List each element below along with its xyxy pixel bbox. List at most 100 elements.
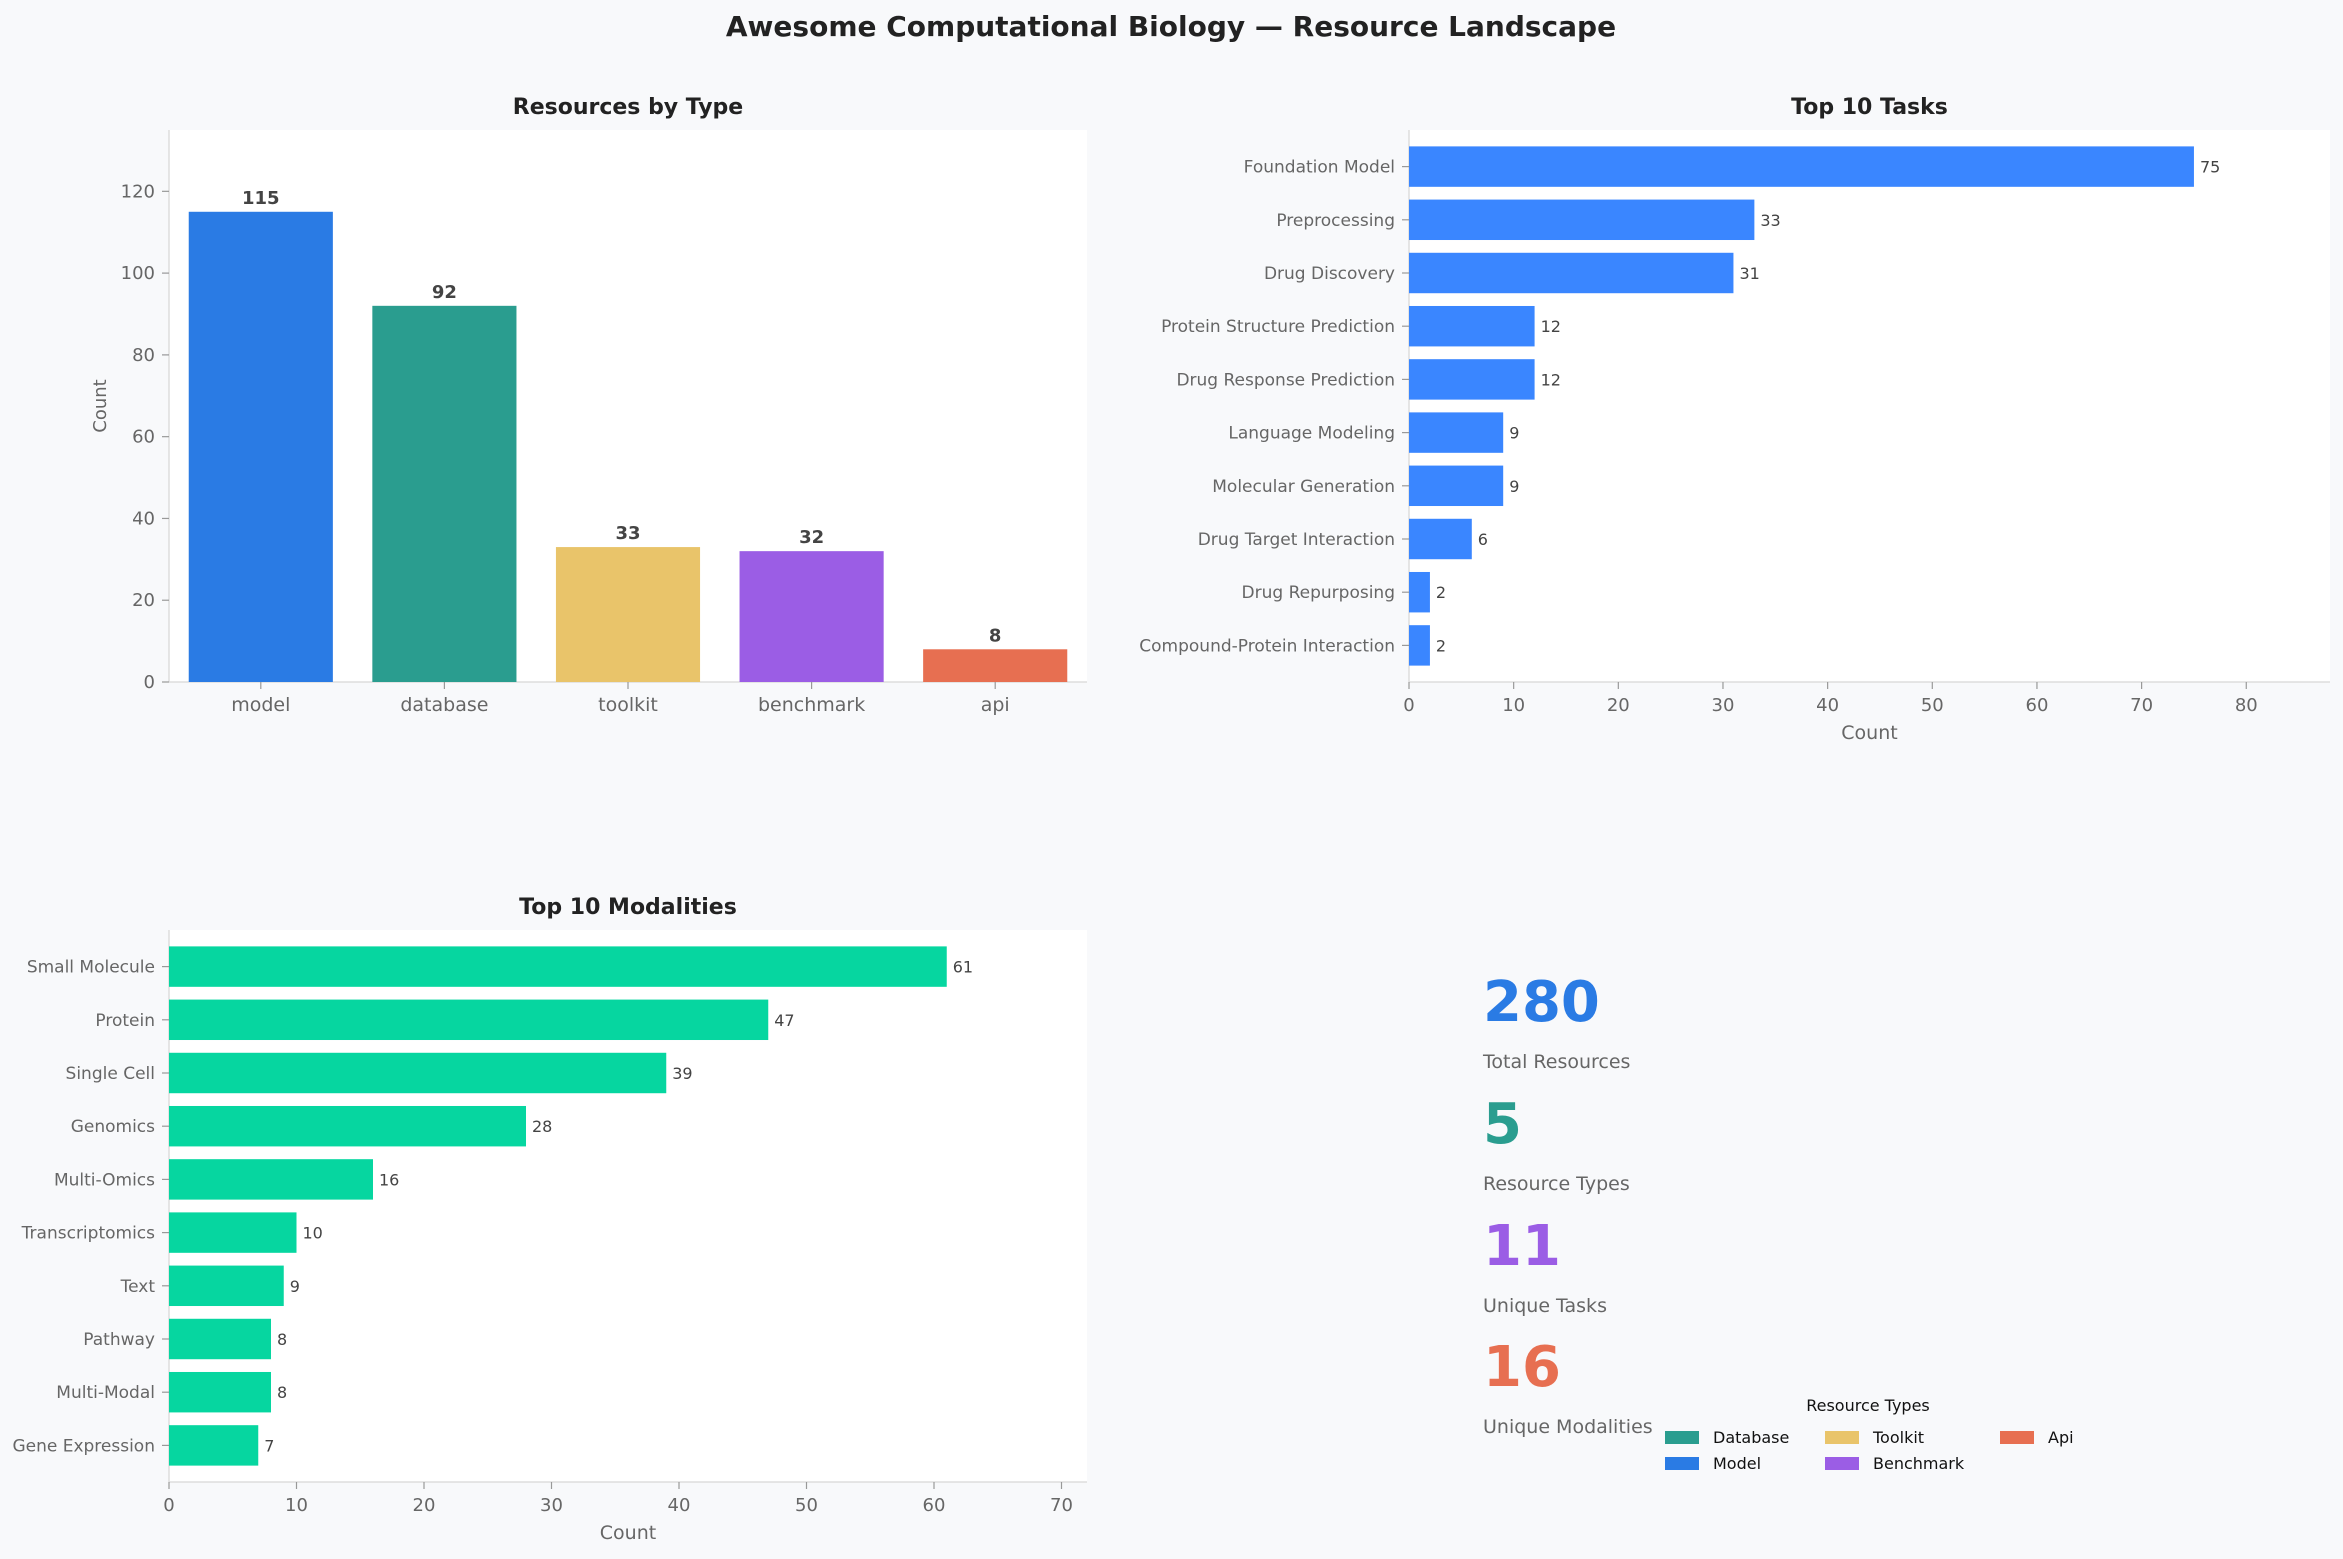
- y-tick-label: 100: [121, 263, 155, 284]
- bar-toolkit: [555, 547, 701, 682]
- top-tasks-chart: Top 10 Tasks 0 10 20 30 40 50 60 70 80 Count 75 Foun…: [1139, 95, 2330, 744]
- x-tick-label: 50: [1921, 695, 1944, 716]
- y-tick-label: Drug Discovery: [1264, 264, 1395, 284]
- y-tick-label: Text: [120, 1277, 156, 1297]
- y-tick-label: Protein: [95, 1011, 155, 1031]
- y-tick-label: Small Molecule: [27, 958, 155, 978]
- legend-swatch: [1825, 1431, 1859, 1444]
- bar-value-label: 7: [264, 1436, 274, 1455]
- legend-item-label: Benchmark: [1873, 1454, 1965, 1473]
- bar: [169, 1052, 667, 1094]
- bar-value-label: 10: [303, 1224, 323, 1243]
- y-tick-label: Single Cell: [66, 1064, 155, 1084]
- top-modalities-chart: Top 10 Modalities 0 10 20 30 40 50 60 70 Count 61 S…: [12, 895, 1087, 1544]
- x-tick-label: 60: [923, 1495, 946, 1516]
- y-tick-label: Protein Structure Prediction: [1161, 317, 1395, 337]
- x-tick-label: 70: [1050, 1495, 1073, 1516]
- bar: [169, 1371, 271, 1413]
- bar: [1409, 199, 1755, 241]
- bar: [169, 1212, 297, 1253]
- x-axis-label: Count: [600, 1522, 656, 1544]
- stat-label: Total Resources: [1482, 1051, 1630, 1073]
- bar-value-label: 92: [432, 282, 457, 303]
- bar-value-label: 39: [672, 1064, 692, 1083]
- stat-label: Resource Types: [1483, 1173, 1630, 1195]
- bar-api: [923, 649, 1068, 682]
- x-tick-label: 0: [1403, 695, 1414, 716]
- x-tick-label: 10: [1502, 695, 1525, 716]
- legend-swatch: [1665, 1457, 1699, 1470]
- stat-label: Unique Modalities: [1483, 1416, 1653, 1438]
- bar: [1409, 518, 1472, 560]
- x-tick-label: 80: [2235, 695, 2258, 716]
- legend-item-label: Model: [1713, 1454, 1761, 1473]
- y-tick-label: Language Modeling: [1228, 424, 1395, 444]
- x-tick-label: benchmark: [758, 694, 865, 716]
- y-tick-label: Gene Expression: [12, 1436, 155, 1456]
- figure-title: Awesome Computational Biology — Resource…: [726, 10, 1616, 43]
- x-tick-label: 40: [668, 1495, 691, 1516]
- y-axis-label: Count: [90, 379, 111, 432]
- x-tick-label: 40: [1816, 695, 1839, 716]
- bar-value-label: 2: [1436, 636, 1446, 655]
- y-tick-label: 80: [132, 345, 155, 366]
- bar: [1409, 252, 1734, 294]
- y-tick-label: Molecular Generation: [1212, 477, 1395, 497]
- bar-value-label: 9: [290, 1277, 300, 1296]
- stat-value: 5: [1483, 1092, 1522, 1157]
- x-tick-label: 70: [2130, 695, 2153, 716]
- y-tick-label: Multi-Modal: [56, 1383, 155, 1403]
- bar-value-label: 61: [953, 958, 973, 977]
- bar: [1409, 305, 1535, 347]
- stat-value: 16: [1483, 1335, 1561, 1400]
- y-tick-label: Pathway: [83, 1330, 155, 1350]
- bar-value-label: 33: [615, 523, 640, 544]
- y-tick-label: Drug Response Prediction: [1176, 370, 1395, 390]
- bar-value-label: 16: [379, 1170, 399, 1189]
- x-tick-label: 0: [163, 1495, 174, 1516]
- y-tick-label: 40: [132, 508, 155, 529]
- stat-label: Unique Tasks: [1483, 1295, 1607, 1317]
- x-tick-label: 30: [1712, 695, 1735, 716]
- bar-value-label: 47: [774, 1011, 794, 1030]
- bar-benchmark: [739, 551, 884, 682]
- bar-value-label: 12: [1541, 370, 1561, 389]
- x-tick-label: 50: [795, 1495, 818, 1516]
- x-tick-label: 60: [2026, 695, 2049, 716]
- bar-value-label: 2: [1436, 583, 1446, 602]
- y-tick-label: Drug Target Interaction: [1198, 530, 1395, 550]
- x-tick-label: model: [231, 694, 290, 716]
- bar: [1409, 571, 1430, 613]
- legend-swatch: [2000, 1431, 2034, 1444]
- bar-value-label: 32: [799, 527, 824, 548]
- bar: [169, 1105, 526, 1147]
- y-tick-label: 60: [132, 427, 155, 448]
- x-tick-label: 20: [1607, 695, 1630, 716]
- bar-value-label: 9: [1509, 424, 1519, 443]
- x-tick-label: 30: [540, 1495, 563, 1516]
- x-tick-label: toolkit: [598, 694, 658, 716]
- bar: [169, 1318, 271, 1360]
- bar-value-label: 8: [277, 1383, 287, 1402]
- bar-database: [372, 305, 517, 682]
- y-tick-label: 120: [121, 181, 155, 202]
- summary-stats: 280 Total Resources 5 Resource Types 11 Uniqu…: [1482, 970, 1653, 1438]
- bar: [1409, 359, 1535, 400]
- bar-value-label: 31: [1739, 264, 1759, 283]
- bar: [1409, 412, 1504, 453]
- bar: [169, 1159, 373, 1200]
- stat-value: 11: [1483, 1214, 1561, 1279]
- y-tick-label: Transcriptomics: [21, 1224, 155, 1244]
- x-axis-label: Count: [1841, 722, 1897, 744]
- legend-item-label: Database: [1713, 1428, 1789, 1447]
- x-tick-label: 20: [413, 1495, 436, 1516]
- bar-value-label: 115: [242, 188, 280, 209]
- legend-title: Resource Types: [1806, 1396, 1930, 1415]
- x-tick-label: database: [400, 694, 488, 716]
- bar-value-label: 12: [1541, 317, 1561, 336]
- y-tick-label: 20: [132, 590, 155, 611]
- x-tick-label: api: [981, 694, 1010, 716]
- legend-item-label: Toolkit: [1872, 1428, 1924, 1447]
- chart-title: Resources by Type: [513, 95, 743, 120]
- x-tick-label: 10: [285, 1495, 308, 1516]
